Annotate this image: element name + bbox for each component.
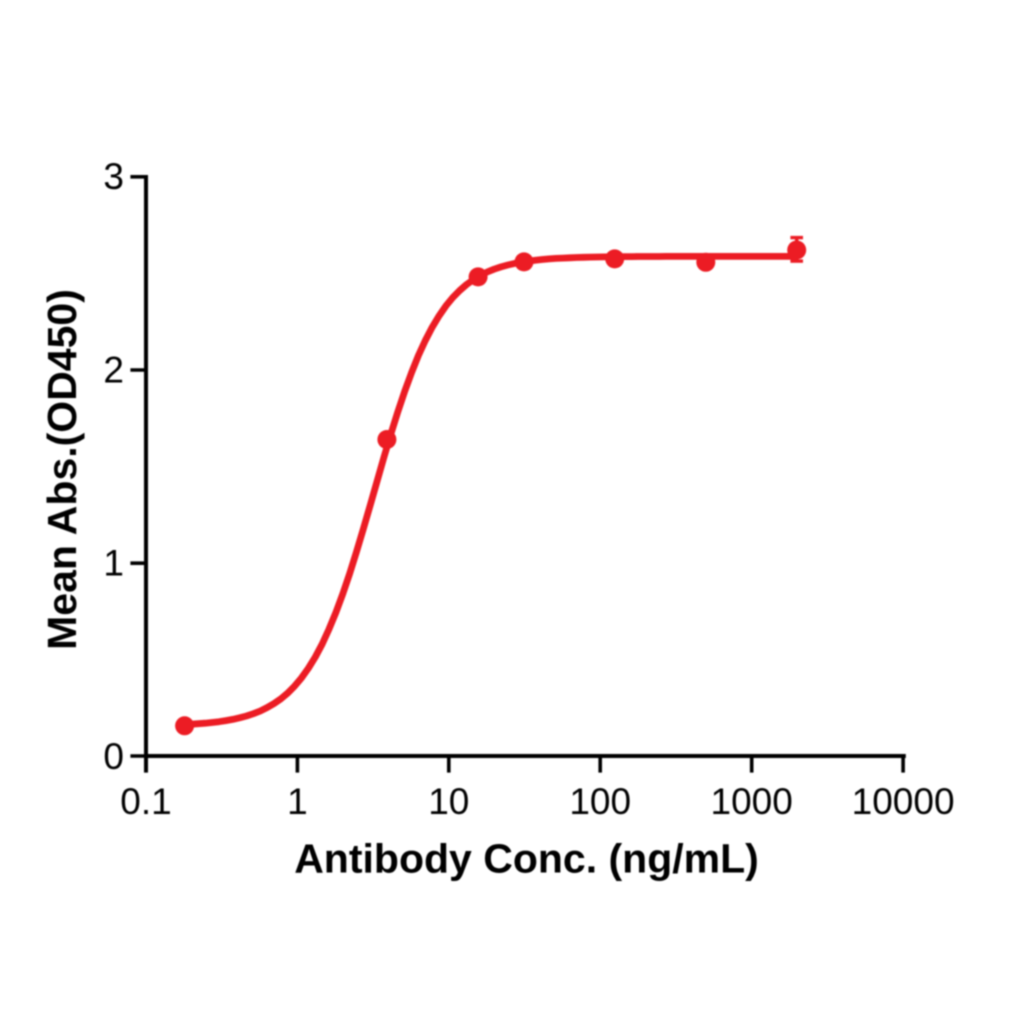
svg-text:0: 0 <box>103 736 124 777</box>
svg-text:1: 1 <box>103 543 124 584</box>
svg-text:1000: 1000 <box>711 781 793 822</box>
svg-text:Antibody Conc. (ng/mL): Antibody Conc. (ng/mL) <box>294 836 759 882</box>
svg-text:3: 3 <box>103 156 124 197</box>
svg-text:10: 10 <box>428 781 469 822</box>
svg-text:1: 1 <box>287 781 308 822</box>
svg-text:2: 2 <box>103 349 124 390</box>
svg-text:100: 100 <box>569 781 631 822</box>
svg-text:10000: 10000 <box>852 781 955 822</box>
svg-text:Mean Abs.(OD450): Mean Abs.(OD450) <box>39 289 85 650</box>
svg-text:0.1: 0.1 <box>120 781 171 822</box>
